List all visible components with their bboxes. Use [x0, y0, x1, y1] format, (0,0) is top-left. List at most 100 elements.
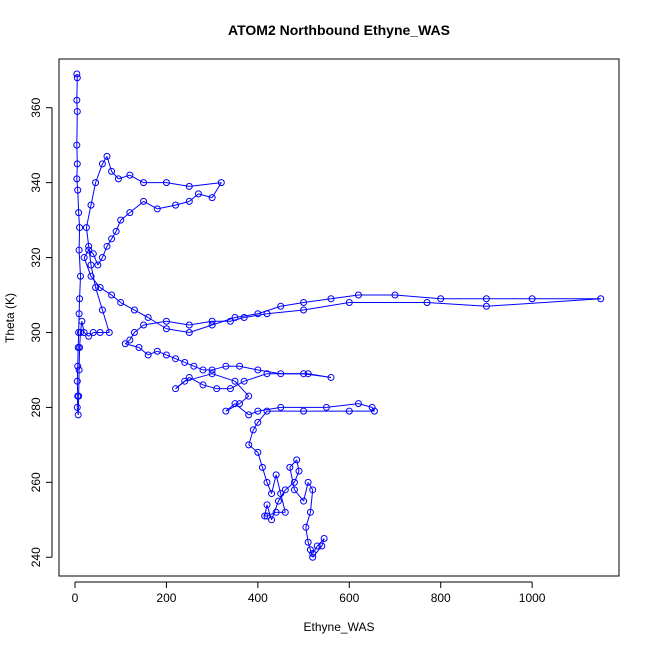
data-point — [245, 441, 253, 449]
data-point — [105, 328, 113, 336]
data-point — [213, 385, 221, 393]
x-tick-label: 0 — [72, 591, 79, 605]
data-point — [140, 321, 148, 329]
data-point — [162, 325, 170, 333]
data-point — [309, 550, 317, 558]
data-point — [208, 194, 216, 202]
data-point — [76, 328, 84, 336]
series-points — [73, 70, 605, 561]
data-point — [245, 392, 253, 400]
series-line-segment — [307, 542, 311, 550]
y-axis-label: Theta (K) — [3, 293, 17, 343]
data-point — [92, 179, 100, 187]
x-tick-label: 800 — [431, 591, 451, 605]
data-point — [304, 478, 312, 486]
x-tick-label: 400 — [248, 591, 268, 605]
series-line-segment — [120, 212, 131, 221]
series-line-segment — [289, 459, 298, 468]
series-line-segment — [486, 298, 601, 307]
data-point — [300, 497, 308, 505]
series-line-segment — [120, 302, 135, 311]
data-point — [144, 351, 152, 359]
data-point — [181, 358, 189, 366]
data-point — [75, 392, 83, 400]
series-line-segment — [266, 511, 277, 517]
data-point — [144, 314, 152, 321]
series-line-segment — [303, 298, 332, 304]
series-line-segment — [296, 459, 300, 472]
data-point — [199, 381, 207, 389]
data-point — [185, 182, 193, 190]
data-point — [304, 370, 312, 378]
data-point — [103, 242, 111, 250]
data-point — [354, 291, 362, 299]
data-point — [76, 343, 84, 351]
data-point — [274, 497, 282, 505]
data-point — [85, 246, 93, 254]
data-point — [140, 179, 148, 187]
data-point — [87, 272, 95, 280]
data-point — [87, 201, 95, 209]
data-point — [300, 306, 308, 314]
series-line-segment — [293, 470, 300, 483]
data-point — [185, 373, 193, 381]
data-point — [268, 490, 276, 498]
y-tick-label: 260 — [29, 472, 43, 492]
y-axis: 240 260 280 300 320 340 360 — [29, 97, 53, 567]
series-line-segment — [175, 380, 186, 390]
series-line-segment — [99, 287, 112, 296]
series-line-segment — [106, 238, 112, 247]
data-point — [126, 336, 134, 344]
data-point — [231, 400, 239, 408]
data-point — [320, 535, 328, 543]
data-point — [190, 362, 198, 370]
data-point — [345, 407, 353, 415]
data-point — [245, 411, 253, 419]
data-point — [318, 542, 326, 550]
data-point — [327, 295, 335, 303]
data-point — [304, 538, 312, 546]
series-line-segment — [307, 482, 314, 491]
data-point — [140, 197, 148, 205]
series-line-segment — [193, 365, 204, 371]
data-point — [263, 407, 271, 415]
series-line-segment — [303, 373, 332, 378]
series-line-segment — [230, 380, 245, 390]
series-line-segment — [394, 294, 441, 300]
series-line-segment — [358, 403, 373, 408]
data-point — [290, 478, 298, 486]
data-point — [208, 366, 216, 374]
data-point — [528, 295, 536, 303]
data-point — [130, 306, 138, 314]
series-line-segment — [143, 320, 167, 326]
data-point — [172, 355, 180, 363]
series-line-segment — [147, 350, 158, 356]
data-point — [82, 224, 90, 232]
data-point — [185, 197, 193, 205]
series-line-segment — [166, 354, 176, 360]
data-point — [92, 284, 100, 292]
data-point — [226, 385, 234, 393]
data-point — [309, 486, 317, 494]
data-point — [240, 377, 248, 385]
data-point — [254, 407, 262, 415]
series-line-segment — [239, 395, 250, 405]
data-point — [89, 328, 97, 336]
data-point — [172, 385, 180, 393]
data-point — [302, 523, 310, 531]
data-point — [78, 317, 86, 325]
data-point — [74, 362, 82, 370]
series-line-segment — [78, 250, 81, 277]
data-point — [75, 209, 83, 217]
x-tick-label: 600 — [339, 591, 359, 605]
series-line-segment — [312, 545, 323, 558]
data-point — [293, 456, 301, 464]
data-point — [217, 179, 225, 187]
data-point — [98, 160, 106, 168]
data-point — [300, 299, 308, 307]
series-line-segment — [188, 193, 199, 202]
data-point — [185, 321, 193, 329]
series-line-segment — [243, 373, 268, 382]
